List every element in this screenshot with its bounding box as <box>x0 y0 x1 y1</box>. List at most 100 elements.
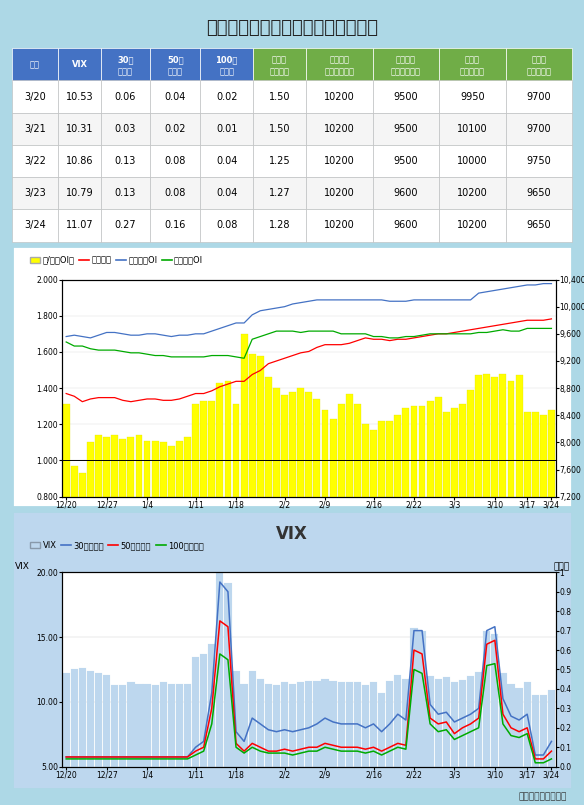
Bar <box>439 80 506 113</box>
Text: 賣權最大: 賣權最大 <box>396 55 416 64</box>
Text: 10.53: 10.53 <box>65 92 93 101</box>
Bar <box>506 177 572 209</box>
Text: 10200: 10200 <box>324 188 354 198</box>
Text: 3/21: 3/21 <box>24 124 46 134</box>
Bar <box>200 145 253 177</box>
Text: 9500: 9500 <box>394 156 418 166</box>
Text: 10200: 10200 <box>324 124 354 134</box>
Bar <box>373 209 439 242</box>
Text: 賣買權: 賣買權 <box>272 55 287 64</box>
Text: 未平倉履約價: 未平倉履約價 <box>391 67 421 76</box>
Bar <box>200 113 253 145</box>
Bar <box>306 80 373 113</box>
Text: 0.08: 0.08 <box>165 188 186 198</box>
Text: 1.50: 1.50 <box>269 124 290 134</box>
Bar <box>253 113 306 145</box>
Text: 週買權: 週買權 <box>465 55 480 64</box>
Text: 1.27: 1.27 <box>269 188 290 198</box>
Bar <box>58 209 100 242</box>
Text: 10.31: 10.31 <box>66 124 93 134</box>
Text: 百分位: 百分位 <box>219 67 234 76</box>
Bar <box>373 48 439 80</box>
Bar <box>58 113 100 145</box>
Text: 9600: 9600 <box>394 188 418 198</box>
Text: 0.04: 0.04 <box>216 156 237 166</box>
Bar <box>306 209 373 242</box>
Bar <box>151 48 200 80</box>
Bar <box>12 209 58 242</box>
Text: VIX: VIX <box>276 525 308 543</box>
Bar <box>306 113 373 145</box>
Text: 日期: 日期 <box>30 60 40 69</box>
Text: 9750: 9750 <box>527 156 551 166</box>
Text: 10200: 10200 <box>457 221 488 230</box>
Bar <box>12 80 58 113</box>
Text: 0.08: 0.08 <box>216 221 237 230</box>
Text: 0.06: 0.06 <box>115 92 136 101</box>
Text: VIX: VIX <box>15 562 29 572</box>
Bar <box>151 113 200 145</box>
Text: 週賣權: 週賣權 <box>531 55 547 64</box>
Bar <box>373 145 439 177</box>
Bar <box>253 177 306 209</box>
Bar <box>100 48 151 80</box>
Bar <box>306 145 373 177</box>
Bar <box>439 48 506 80</box>
Text: 0.01: 0.01 <box>216 124 237 134</box>
Text: 1.50: 1.50 <box>269 92 290 101</box>
Text: 9950: 9950 <box>460 92 485 101</box>
Text: 未平倉履約價: 未平倉履約價 <box>324 67 354 76</box>
Text: 10200: 10200 <box>324 156 354 166</box>
Bar <box>253 145 306 177</box>
Text: 3/20: 3/20 <box>24 92 46 101</box>
Text: 最大履約值: 最大履約值 <box>460 67 485 76</box>
Text: 3/24: 3/24 <box>24 221 46 230</box>
Text: 11.07: 11.07 <box>65 221 93 230</box>
Bar <box>200 209 253 242</box>
Bar <box>100 113 151 145</box>
Text: 0.08: 0.08 <box>165 156 186 166</box>
Bar <box>12 113 58 145</box>
Legend: 賣/買權OI比, 加權指數, 買權最大OI, 賣權最大OI: 賣/買權OI比, 加權指數, 買權最大OI, 賣權最大OI <box>27 252 207 268</box>
Text: 10200: 10200 <box>324 221 354 230</box>
Text: 10000: 10000 <box>457 156 488 166</box>
Text: 10200: 10200 <box>457 188 488 198</box>
Text: 選擇權波動率指數與賣買權未平倉比: 選擇權波動率指數與賣買權未平倉比 <box>206 19 378 37</box>
Text: 統一期貨研究科製作: 統一期貨研究科製作 <box>518 792 566 801</box>
Text: 買權最大: 買權最大 <box>329 55 349 64</box>
Text: 1.25: 1.25 <box>269 156 290 166</box>
Bar <box>100 80 151 113</box>
Bar <box>506 113 572 145</box>
Bar <box>12 145 58 177</box>
Bar <box>306 48 373 80</box>
Bar <box>12 48 58 80</box>
Bar <box>200 48 253 80</box>
Bar <box>506 80 572 113</box>
Text: 0.27: 0.27 <box>114 221 136 230</box>
Text: 100日: 100日 <box>215 55 238 64</box>
Text: 0.02: 0.02 <box>216 92 238 101</box>
Bar <box>58 145 100 177</box>
Bar <box>100 177 151 209</box>
Text: 10.86: 10.86 <box>66 156 93 166</box>
Text: 10100: 10100 <box>457 124 488 134</box>
Bar <box>100 209 151 242</box>
Bar <box>253 209 306 242</box>
Bar <box>373 80 439 113</box>
Bar <box>100 145 151 177</box>
Bar <box>253 48 306 80</box>
Text: 百分位: 百分位 <box>554 562 569 572</box>
Text: 未平倉比: 未平倉比 <box>270 67 290 76</box>
Text: 50日: 50日 <box>167 55 183 64</box>
Text: 9500: 9500 <box>394 92 418 101</box>
Text: 9700: 9700 <box>527 124 551 134</box>
Text: 百分位: 百分位 <box>168 67 183 76</box>
Bar <box>200 80 253 113</box>
Bar <box>58 177 100 209</box>
Legend: VIX, 30日百分位, 50日百分位, 100日百分位: VIX, 30日百分位, 50日百分位, 100日百分位 <box>27 538 207 553</box>
Bar <box>306 177 373 209</box>
Text: 1.28: 1.28 <box>269 221 290 230</box>
Bar <box>439 145 506 177</box>
Bar <box>506 209 572 242</box>
Text: 0.04: 0.04 <box>165 92 186 101</box>
